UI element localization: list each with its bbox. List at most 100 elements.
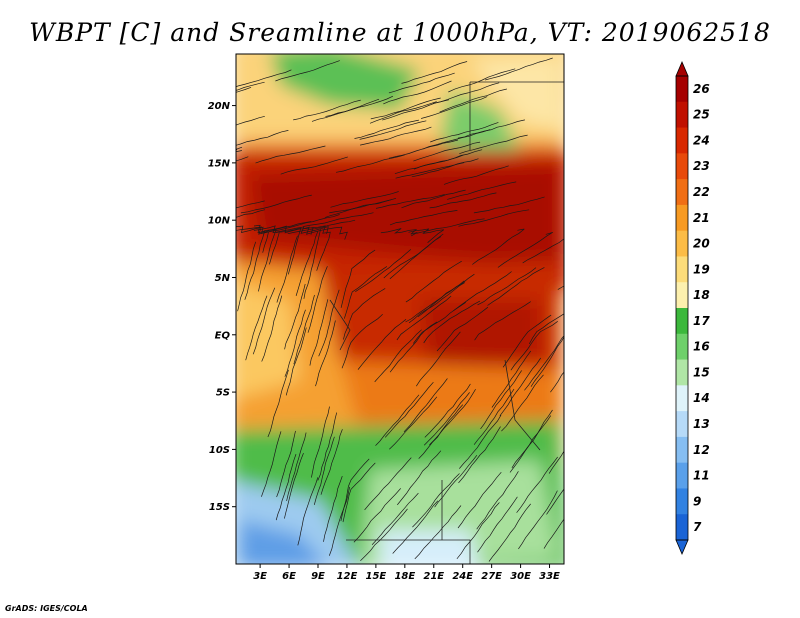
streamline bbox=[416, 218, 485, 234]
lon-tick-label: 27E bbox=[481, 571, 502, 582]
field-south-pale-blue bbox=[380, 530, 479, 564]
streamline bbox=[330, 191, 399, 208]
lon-tick-label: 21E bbox=[423, 571, 444, 582]
streamline bbox=[546, 488, 564, 515]
streamline bbox=[236, 225, 269, 253]
streamline bbox=[397, 450, 442, 506]
lon-tick-label: 3E bbox=[253, 571, 267, 582]
colorbar-label: 24 bbox=[693, 133, 710, 147]
streamline bbox=[459, 414, 502, 469]
streamline bbox=[353, 488, 401, 543]
colorbar-label: 21 bbox=[693, 211, 710, 225]
lat-tick-label: 15N bbox=[208, 158, 231, 169]
streamline bbox=[341, 314, 383, 369]
colorbar-label: 26 bbox=[693, 82, 710, 96]
lat-tick-label: 15S bbox=[209, 502, 230, 513]
streamline bbox=[252, 287, 276, 355]
streamline bbox=[459, 134, 528, 155]
streamline bbox=[342, 462, 376, 523]
streamline bbox=[236, 200, 265, 209]
lon-tick-label: 18E bbox=[394, 571, 415, 582]
streamline bbox=[236, 81, 265, 91]
streamline bbox=[261, 431, 282, 497]
streamline bbox=[375, 394, 420, 446]
colorbar-swatch bbox=[676, 282, 688, 309]
streamline bbox=[311, 406, 330, 478]
streamline bbox=[430, 122, 499, 143]
streamline bbox=[418, 404, 464, 459]
streamline bbox=[413, 302, 466, 344]
streamline bbox=[310, 225, 331, 271]
streamline bbox=[343, 288, 386, 340]
streamline bbox=[357, 319, 407, 370]
colorbar-label: 14 bbox=[693, 391, 710, 405]
streamline bbox=[510, 321, 558, 371]
lon-tick-label: 12E bbox=[337, 571, 358, 582]
streamline bbox=[245, 295, 268, 361]
streamline bbox=[286, 432, 307, 501]
colorbar-swatch bbox=[676, 153, 688, 180]
streamline bbox=[448, 68, 516, 93]
streamline bbox=[548, 450, 564, 474]
lat-tick-label: 5N bbox=[215, 273, 231, 284]
streamline bbox=[458, 209, 530, 227]
streamline bbox=[287, 219, 356, 235]
streamline bbox=[313, 436, 335, 505]
lat-tick-label: EQ bbox=[215, 330, 231, 341]
border-segment bbox=[329, 299, 351, 351]
streamline bbox=[499, 357, 541, 417]
lat-tick-label: 5S bbox=[216, 388, 230, 399]
streamline bbox=[309, 299, 329, 366]
lon-tick-label: 33E bbox=[539, 571, 560, 582]
colorbar-label: 11 bbox=[693, 469, 710, 483]
streamline bbox=[359, 120, 427, 140]
colorbar-swatch bbox=[676, 411, 688, 438]
streamline bbox=[439, 88, 507, 113]
streamline bbox=[458, 426, 501, 484]
streamline bbox=[275, 60, 340, 82]
streamline bbox=[488, 503, 531, 562]
streamline bbox=[413, 149, 483, 170]
colorbar-label: 7 bbox=[693, 520, 702, 534]
streamline bbox=[384, 381, 434, 438]
streamline bbox=[429, 389, 476, 446]
colorbar-swatch bbox=[676, 204, 688, 232]
colorbar-label: 19 bbox=[693, 262, 710, 276]
streamline bbox=[317, 412, 338, 481]
streamline bbox=[325, 95, 394, 117]
streamline bbox=[328, 486, 350, 556]
streamline bbox=[371, 492, 419, 545]
colorbar: 26 25 24 23 22 21 20 19 18 17 16 15 14 13 12 11 9 7 bbox=[675, 60, 710, 556]
streamline bbox=[518, 490, 558, 550]
streamline bbox=[497, 231, 553, 268]
colorbar-label: 20 bbox=[693, 237, 710, 251]
streamline bbox=[236, 69, 292, 88]
streamline bbox=[293, 99, 361, 121]
colorbar-label: 16 bbox=[693, 340, 710, 354]
streamline bbox=[275, 453, 297, 521]
colorbar-label: 22 bbox=[693, 185, 710, 199]
streamline bbox=[530, 336, 564, 387]
field-south-orange bbox=[340, 360, 560, 430]
streamline bbox=[411, 158, 479, 178]
streamline bbox=[524, 335, 564, 391]
streamline bbox=[295, 231, 319, 297]
wbpt-field bbox=[236, 54, 564, 564]
streamline bbox=[280, 227, 302, 275]
streamline bbox=[343, 266, 388, 319]
field-central-core bbox=[420, 300, 540, 370]
streamline bbox=[491, 350, 532, 408]
colorbar-swatch bbox=[676, 488, 688, 515]
streamline bbox=[360, 508, 408, 561]
streamline bbox=[416, 331, 461, 387]
longitude-axis: 3E 6E 9E 12E 15E 18E 21E 24E 27E 30E 33E bbox=[253, 564, 560, 582]
colorbar-swatch bbox=[676, 333, 688, 361]
streamline bbox=[473, 196, 545, 214]
streamline bbox=[401, 61, 468, 84]
country-borders bbox=[329, 81, 564, 564]
field-north-green bbox=[271, 54, 420, 110]
streamline bbox=[307, 266, 328, 333]
streamline bbox=[303, 212, 374, 227]
streamline bbox=[396, 295, 452, 341]
